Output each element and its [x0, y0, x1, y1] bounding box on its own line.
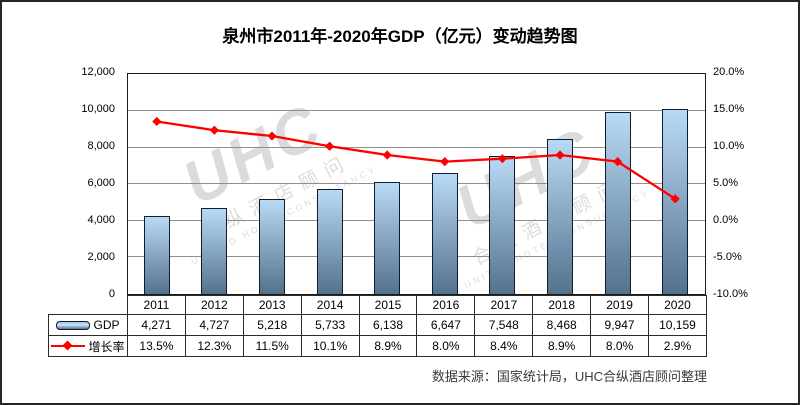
year-cell-2013: 2013	[242, 295, 302, 315]
growth-point-2011	[152, 116, 162, 127]
year-cell-2016: 2016	[416, 295, 476, 315]
growth-value-cell-2013: 11.5%	[242, 335, 302, 357]
left-axis-tick-label: 2,000	[87, 251, 115, 263]
right-axis-tick-label: 5.0%	[713, 177, 739, 189]
year-cell-2015: 2015	[358, 295, 418, 315]
gdp-value-cell-2012: 4,727	[184, 314, 244, 336]
growth-value-cell-2016: 8.0%	[416, 335, 476, 357]
gridline	[128, 110, 705, 111]
left-axis-tick-label: 6,000	[87, 177, 115, 189]
table-row-growth: 增长率 13.5% 12.3% 11.5% 10.1% 8.9% 8.0% 8.4% 8.9% 8…	[48, 335, 707, 357]
gdp-value-cell-2011: 4,271	[127, 314, 186, 336]
left-axis-tick-label: 0	[108, 288, 115, 300]
growth-swatch-diamond	[63, 340, 73, 351]
growth-value-cell-2017: 8.4%	[474, 335, 534, 357]
legend-inner: GDP	[50, 318, 127, 332]
year-cell-2014: 2014	[300, 295, 360, 315]
gdp-bar-2015	[374, 181, 401, 294]
growth-point-2013	[267, 131, 277, 141]
gdp-bar-2013	[259, 198, 285, 294]
growth-value-cell-2014: 10.1%	[300, 335, 360, 357]
gdp-value-cell-2016: 6,647	[416, 314, 476, 336]
gdp-bar-2011	[143, 216, 170, 294]
year-header-row: 2011 2012 2013 2014 2015 2016 2017 2018 2019 2020	[49, 295, 707, 315]
growth-point-2019	[613, 157, 623, 167]
plot-area: UHC 合纵酒店顾问 UNITED HOTEL CONSULTANCY UHC …	[127, 73, 706, 295]
year-cell-2017: 2017	[474, 295, 534, 315]
right-axis-tick-label: 15.0%	[713, 103, 745, 115]
growth-line-svg	[152, 116, 680, 204]
chart-title: 泉州市2011年-2020年GDP（亿元）变动趋势图	[222, 27, 578, 46]
gdp-value-cell-2019: 9,947	[590, 314, 650, 336]
source-note: 数据来源：国家统计局，UHC合纵酒店顾问整理	[431, 369, 707, 384]
right-axis-tick-label: -10.0%	[713, 288, 748, 300]
growth-point-2015	[382, 150, 392, 160]
gdp-bar-2019	[604, 112, 631, 294]
right-axis-tick-label: -5.0%	[713, 251, 742, 263]
year-cell-2020: 2020	[648, 295, 707, 315]
gridline	[128, 183, 705, 184]
left-axis-tick-label: 12,000	[81, 66, 115, 78]
gdp-value-cell-2017: 7,548	[474, 314, 534, 336]
gridline	[128, 256, 705, 257]
gridline	[128, 146, 705, 148]
growth-line-swatch-icon	[51, 340, 86, 351]
growth-point-2017	[497, 154, 507, 164]
table-corner-blank	[49, 296, 128, 315]
growth-point-2014	[325, 141, 335, 151]
year-cell-2018: 2018	[532, 295, 592, 315]
growth-value-cell-2015: 8.9%	[358, 335, 418, 357]
legend-growth: 增长率	[48, 335, 128, 357]
right-axis-tick-label: 0.0%	[713, 214, 739, 226]
growth-point-2016	[440, 157, 450, 167]
left-axis-tick-label: 4,000	[87, 214, 115, 226]
growth-point-2012	[209, 125, 219, 135]
growth-value-cell-2020: 2.9%	[648, 335, 707, 357]
growth-value-cell-2019: 8.0%	[590, 335, 650, 357]
legend-label: 增长率	[88, 339, 125, 354]
gdp-bar-2012	[201, 207, 228, 294]
legend-label: GDP	[93, 318, 120, 332]
right-axis-tick-label: 20.0%	[713, 66, 745, 78]
growth-value-cell-2018: 8.9%	[532, 335, 592, 357]
growth-point-2018	[555, 150, 565, 160]
left-axis-tick-label: 10,000	[81, 103, 115, 115]
gdp-bar-2016	[431, 172, 458, 294]
table-row-gdp: GDP 4,271 4,727 5,218 5,733 6,138 6,647 7,548 8,…	[48, 314, 707, 336]
year-cell-2012: 2012	[184, 295, 244, 315]
gdp-value-cell-2013: 5,218	[242, 314, 302, 336]
left-axis-tick-label: 8,000	[87, 140, 115, 152]
legend-gdp: GDP	[48, 314, 128, 336]
growth-value-cell-2012: 12.3%	[184, 335, 244, 357]
gdp-value-cell-2015: 6,138	[358, 314, 418, 336]
legend-inner: 增长率	[50, 338, 127, 355]
gdp-value-cell-2014: 5,733	[300, 314, 360, 336]
gdp-value-cell-2020: 10,159	[648, 314, 707, 336]
gdp-bar-swatch-icon	[56, 320, 91, 330]
gdp-bar-2014	[316, 189, 343, 294]
gdp-bar-2018	[547, 139, 573, 294]
growth-value-cell-2011: 13.5%	[127, 335, 186, 357]
gridline	[128, 219, 705, 221]
right-axis-tick-label: 10.0%	[713, 140, 745, 152]
data-table: 2011 2012 2013 2014 2015 2016 2017 2018 2019 2020…	[48, 295, 707, 357]
growth-line	[156, 120, 676, 200]
year-cell-2011: 2011	[127, 295, 186, 315]
year-cell-2019: 2019	[590, 295, 650, 315]
gdp-value-cell-2018: 8,468	[532, 314, 592, 336]
